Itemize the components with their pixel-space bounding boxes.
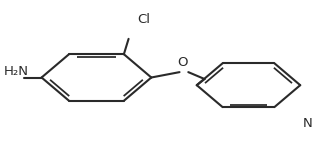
Text: H₂N: H₂N <box>4 65 29 78</box>
Text: O: O <box>177 56 187 69</box>
Text: N: N <box>303 117 313 130</box>
Text: Cl: Cl <box>137 13 150 26</box>
